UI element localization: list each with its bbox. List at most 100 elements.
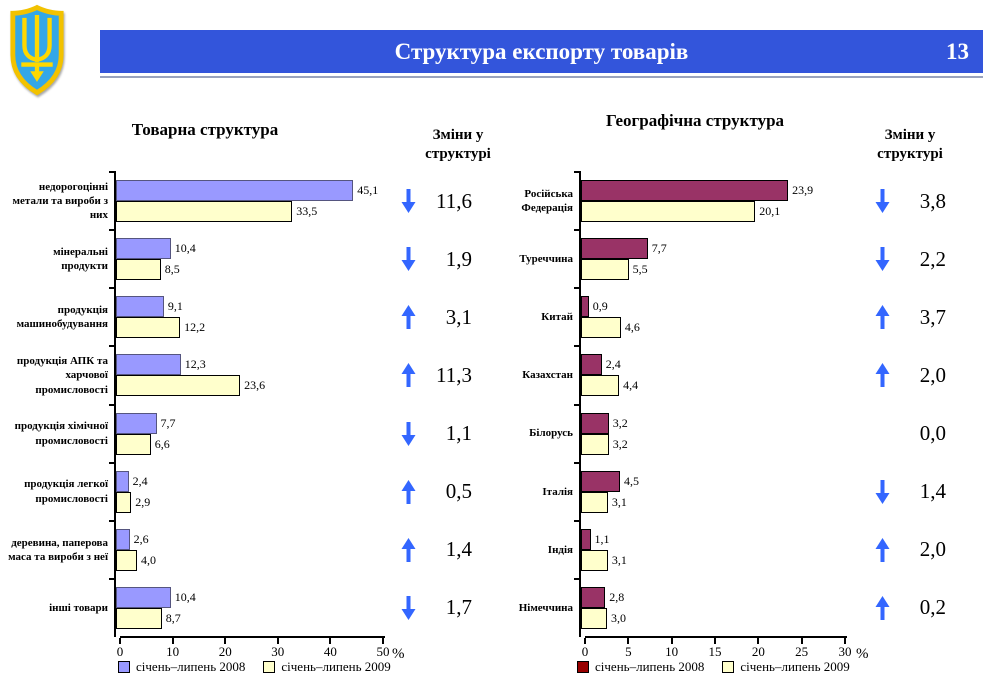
change-value: 3,7 <box>919 304 946 329</box>
value-label: 10,4 <box>174 241 196 256</box>
chart-row: продукція машинобудування 9,1 12,2 <box>4 287 396 347</box>
change-value: 0,5 <box>445 479 472 504</box>
legend-geographic: січень–липень 2008 січень–липень 2009 <box>577 659 850 675</box>
arrow-slot <box>398 595 418 621</box>
value-label: 7,7 <box>160 415 176 430</box>
bar-2008 <box>116 412 157 434</box>
value-label: 2,4 <box>132 473 148 488</box>
category-label: продукція машинобудування <box>16 304 108 331</box>
legend-marker <box>577 661 589 673</box>
axis-tick: 10 <box>166 638 179 659</box>
bar-line: 12,3 <box>116 354 396 376</box>
bar-2008 <box>116 586 171 608</box>
bar-2008 <box>581 412 609 434</box>
bar-2009 <box>581 259 629 281</box>
change-cell: 0,2 <box>872 579 946 637</box>
bar-2009 <box>581 549 608 571</box>
bar-line: 4,6 <box>581 317 845 339</box>
value-label: 4,0 <box>141 552 157 567</box>
bar-line: 2,6 <box>116 528 396 550</box>
chart-row: Німеччина 2,8 3,0 <box>505 577 845 637</box>
change-value: 11,6 <box>436 188 472 213</box>
bar-line: 4,4 <box>581 375 845 397</box>
axis-tick-label: 0 <box>581 644 589 659</box>
bar-line: 8,7 <box>116 607 396 629</box>
change-value: 1,4 <box>445 537 472 562</box>
change-cell: 2,0 <box>872 346 946 404</box>
bar-line: 3,1 <box>581 491 845 513</box>
category-label: продукція АПК та харчової промисловості <box>16 354 108 396</box>
value-label: 5,5 <box>632 262 648 277</box>
coat-of-arms-icon <box>10 4 64 96</box>
bars-area: 2,8 3,0 <box>574 577 845 637</box>
value-label: 4,4 <box>623 378 639 393</box>
legend-item: січень–липень 2009 <box>722 659 850 675</box>
axis-tick-label: 10 <box>166 644 180 659</box>
changes-title-geographic: Зміни у структурі <box>877 127 943 162</box>
category-label: мінеральні продукти <box>53 245 108 273</box>
changes-column-commodity: 11,6 1,9 3,1 11,3 1,1 0,5 1,4 1,7 <box>398 172 472 637</box>
bar-2008 <box>581 296 589 318</box>
bar-2009 <box>116 317 181 339</box>
value-label: 12,3 <box>184 357 206 372</box>
change-arrow-down-icon <box>875 479 889 504</box>
legend-commodity: січень–липень 2008 січень–липень 2009 <box>118 659 391 675</box>
bar-line: 10,4 <box>116 586 396 608</box>
value-label: 3,2 <box>612 415 628 430</box>
bar-line: 8,5 <box>116 259 396 281</box>
change-cell: 0,5 <box>398 463 472 521</box>
value-label: 3,2 <box>612 436 628 451</box>
category-label: Китай <box>541 311 573 324</box>
chart-row: мінеральні продукти 10,4 8,5 <box>4 229 396 289</box>
bar-2008 <box>581 528 591 550</box>
chart-row: продукція хімічної промисловості 7,7 6,6 <box>4 403 396 463</box>
category-label: продукція легкої промисловості <box>24 478 108 505</box>
value-label: 9,1 <box>167 299 183 314</box>
bar-line: 9,1 <box>116 296 396 318</box>
change-cell: 3,7 <box>872 288 946 346</box>
change-value: 11,3 <box>436 362 472 387</box>
chart-row: деревина, паперова маса та вироби з неї 2… <box>4 519 396 579</box>
arrow-slot <box>872 362 892 388</box>
change-arrow-down-icon <box>401 189 415 214</box>
axis-tick: 15 <box>709 638 722 659</box>
change-value: 1,9 <box>445 246 472 271</box>
axis-tick-label: 15 <box>708 644 722 659</box>
bar-2009 <box>581 607 607 629</box>
arrow-slot <box>398 479 418 505</box>
changes-column-geographic: 3,8 2,2 3,7 2,0 0,0 1,4 2,0 0,2 <box>872 172 946 637</box>
chart-row: Російська Федерація 23,9 20,1 <box>505 170 845 231</box>
value-label: 20,1 <box>759 204 781 219</box>
change-arrow-up-icon <box>875 363 889 388</box>
bar-2009 <box>581 201 756 223</box>
bar-line: 3,2 <box>581 412 845 434</box>
bar-2009 <box>581 375 620 397</box>
bar-line: 6,6 <box>116 433 396 455</box>
bar-2008 <box>581 180 789 202</box>
bar-line: 45,1 <box>116 180 396 202</box>
change-cell: 1,4 <box>398 521 472 579</box>
category-label: Італія <box>542 485 573 498</box>
category-label: деревина, паперова маса та вироби з неї <box>8 536 108 563</box>
value-label: 23,6 <box>244 378 266 393</box>
header-underline <box>100 76 983 78</box>
bar-2009 <box>116 607 162 629</box>
x-axis-geographic: 0 5 10 15 20 25 30 <box>581 636 852 662</box>
value-label: 2,8 <box>609 589 625 604</box>
bar-line: 2,8 <box>581 586 845 608</box>
change-cell: 1,9 <box>398 230 472 288</box>
bar-2008 <box>581 586 606 608</box>
chart-row: недорогоцінні метали та вироби з них 45,1… <box>4 170 396 231</box>
arrow-slot <box>398 537 418 563</box>
change-cell: 1,7 <box>398 579 472 637</box>
change-value: 3,1 <box>445 304 472 329</box>
bar-2008 <box>116 296 164 318</box>
legend-marker <box>118 661 130 673</box>
value-label: 0,9 <box>592 299 608 314</box>
page-title: Структура експорту товарів <box>394 38 689 64</box>
arrow-slot <box>872 246 892 272</box>
axis-tick-label: 5 <box>625 644 632 659</box>
bar-2008 <box>116 238 171 260</box>
category-label: продукція хімічної промисловості <box>14 420 108 447</box>
value-label: 1,1 <box>594 531 610 546</box>
